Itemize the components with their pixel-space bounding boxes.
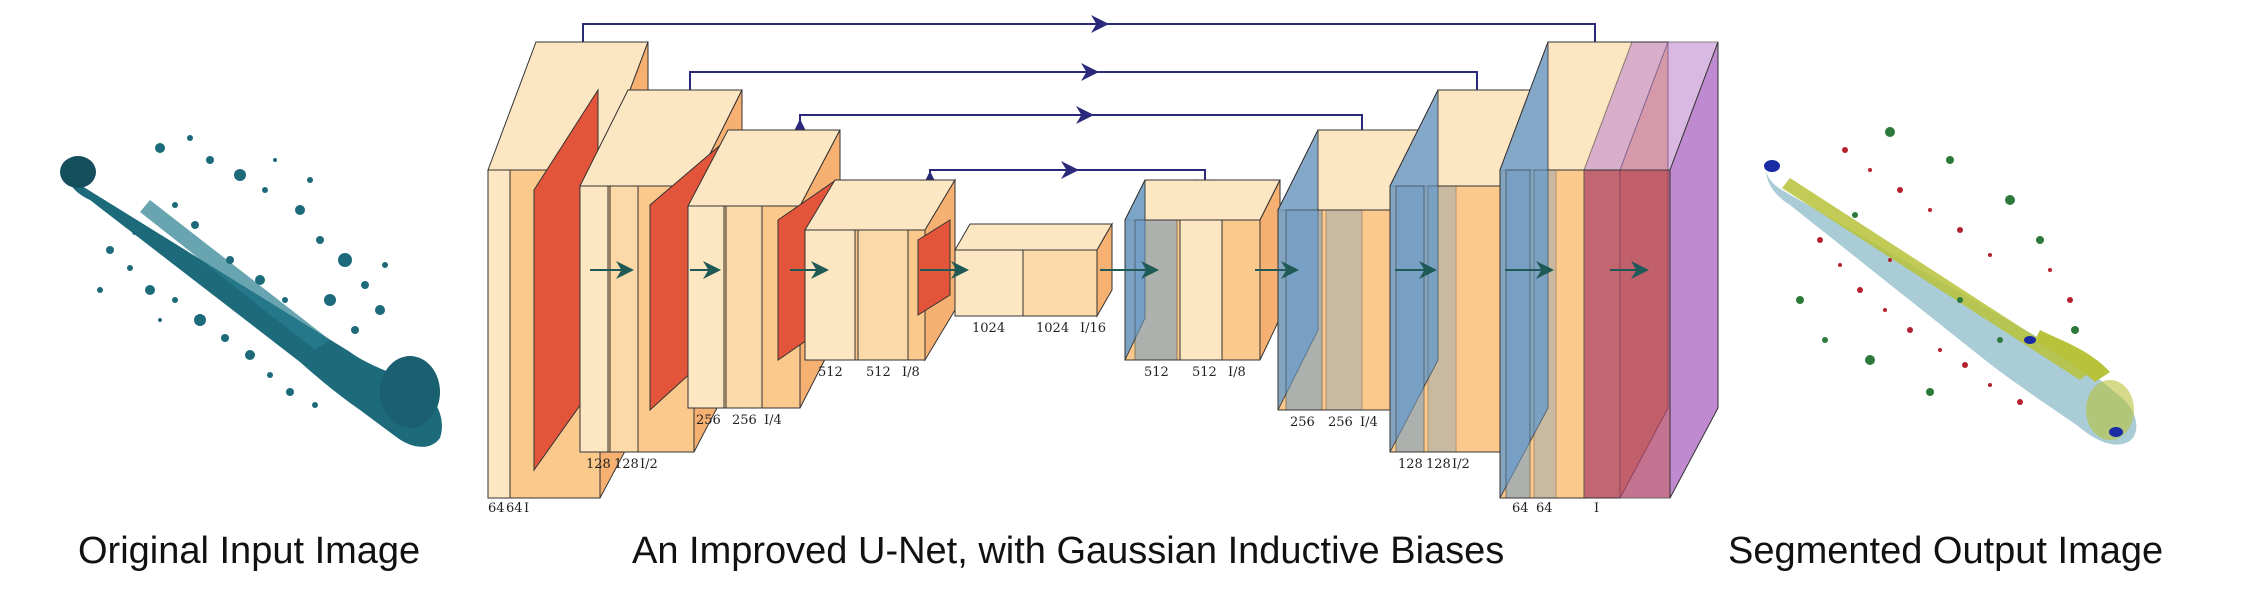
unet-diagram: 64 64 I 128 128 I/2 256 256 I/4 512 512 … (487, 15, 1719, 516)
svg-text:512: 512 (1192, 365, 1217, 380)
network-caption: An Improved U-Net, with Gaussian Inducti… (632, 530, 1505, 572)
svg-text:512: 512 (1144, 365, 1169, 380)
encoder-1-labels: 64 64 I (488, 501, 529, 516)
encoder-2-labels: 128 128 I/2 (586, 457, 658, 472)
svg-text:256: 256 (696, 413, 721, 428)
output-layer-labels: I (1594, 501, 1599, 516)
output-image (1764, 127, 2137, 445)
svg-text:128: 128 (1398, 457, 1423, 472)
decoder-2-labels: 128 128 I/2 (1398, 457, 1470, 472)
decoder-block-4 (1124, 179, 1281, 361)
svg-text:64: 64 (488, 501, 505, 516)
bottleneck-labels: 1024 1024 I/16 (972, 321, 1106, 336)
output-layer (1583, 41, 1719, 499)
encoder-4-labels: 512 512 I/8 (818, 365, 920, 380)
svg-text:64: 64 (1512, 501, 1529, 516)
svg-text:I/2: I/2 (1452, 457, 1470, 472)
bottleneck-block (954, 222, 1113, 318)
svg-text:1024: 1024 (972, 321, 1005, 336)
svg-text:I/8: I/8 (1228, 365, 1246, 380)
svg-text:I/4: I/4 (764, 413, 782, 428)
svg-text:256: 256 (1290, 415, 1315, 430)
svg-text:512: 512 (818, 365, 843, 380)
svg-text:128: 128 (586, 457, 611, 472)
decoder-1-labels: 64 64 (1512, 501, 1553, 516)
skip-connection-3 (791, 106, 1371, 155)
input-image (60, 135, 442, 447)
svg-text:I/16: I/16 (1080, 321, 1106, 336)
decoder-3-labels: 256 256 I/4 (1290, 415, 1378, 430)
svg-text:I: I (1594, 501, 1599, 516)
encoder-block-4 (804, 178, 956, 362)
input-caption: Original Input Image (78, 530, 421, 572)
svg-text:I: I (524, 501, 529, 516)
svg-text:64: 64 (1536, 501, 1553, 516)
svg-text:256: 256 (732, 413, 757, 428)
svg-text:256: 256 (1328, 415, 1353, 430)
decoder-4-labels: 512 512 I/8 (1144, 365, 1246, 380)
skip-connection-2 (681, 63, 1486, 135)
svg-text:128: 128 (1426, 457, 1451, 472)
svg-text:I/2: I/2 (640, 457, 658, 472)
svg-text:512: 512 (866, 365, 891, 380)
svg-text:I/4: I/4 (1360, 415, 1378, 430)
svg-text:128: 128 (614, 457, 639, 472)
output-caption: Segmented Output Image (1728, 530, 2164, 572)
svg-text:I/8: I/8 (902, 365, 920, 380)
encoder-3-labels: 256 256 I/4 (696, 413, 782, 428)
svg-text:1024: 1024 (1036, 321, 1069, 336)
svg-text:64: 64 (506, 501, 523, 516)
